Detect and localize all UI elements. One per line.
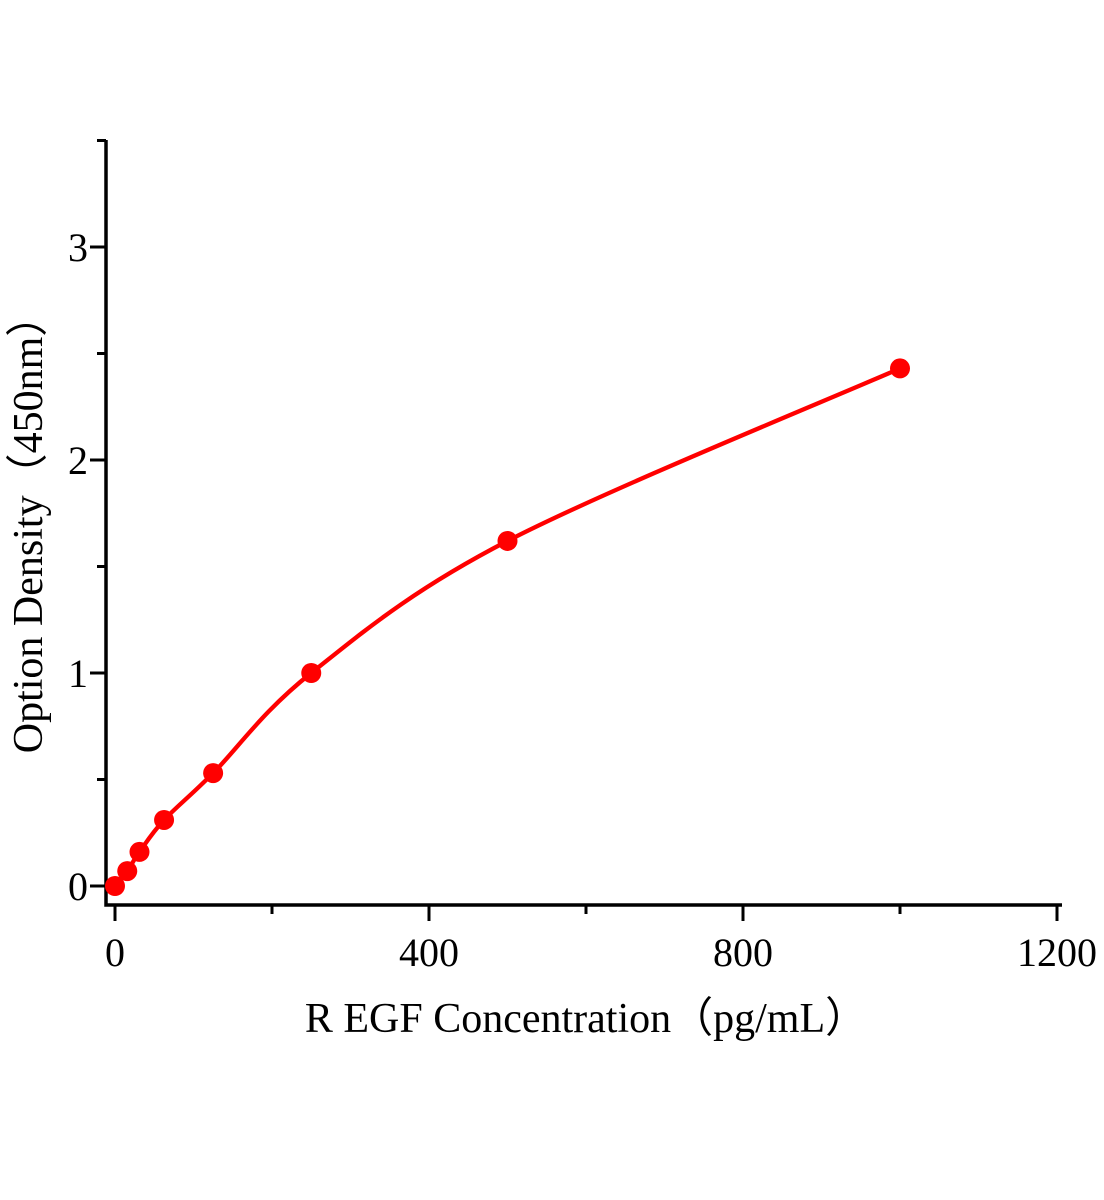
tick-labels: 0 400 800 1200 0 1 2 3 [68, 225, 1097, 975]
data-point [301, 663, 322, 683]
data-point [203, 763, 224, 784]
data-points [105, 358, 910, 896]
x-tick-label: 400 [399, 930, 459, 975]
axis-ticks [90, 139, 1059, 921]
data-point [890, 358, 910, 379]
x-tick-label: 0 [105, 930, 125, 975]
data-point [105, 876, 125, 896]
data-point [497, 530, 518, 551]
y-tick-label: 2 [68, 438, 88, 483]
y-tick-label: 3 [68, 225, 88, 270]
data-point [129, 841, 150, 862]
axes [104, 140, 1062, 907]
data-point [154, 809, 175, 830]
x-tick-label: 1200 [1017, 930, 1097, 975]
data-point [117, 861, 138, 882]
x-tick-label: 800 [713, 930, 773, 975]
standard-curve-line [112, 366, 903, 889]
axis-spines [104, 140, 1062, 907]
y-axis-title: Option Density（450nm） [6, 295, 52, 754]
y-tick-label: 0 [68, 864, 88, 909]
y-tick-label: 1 [68, 651, 88, 696]
x-axis-title: R EGF Concentration（pg/mL） [305, 996, 867, 1042]
